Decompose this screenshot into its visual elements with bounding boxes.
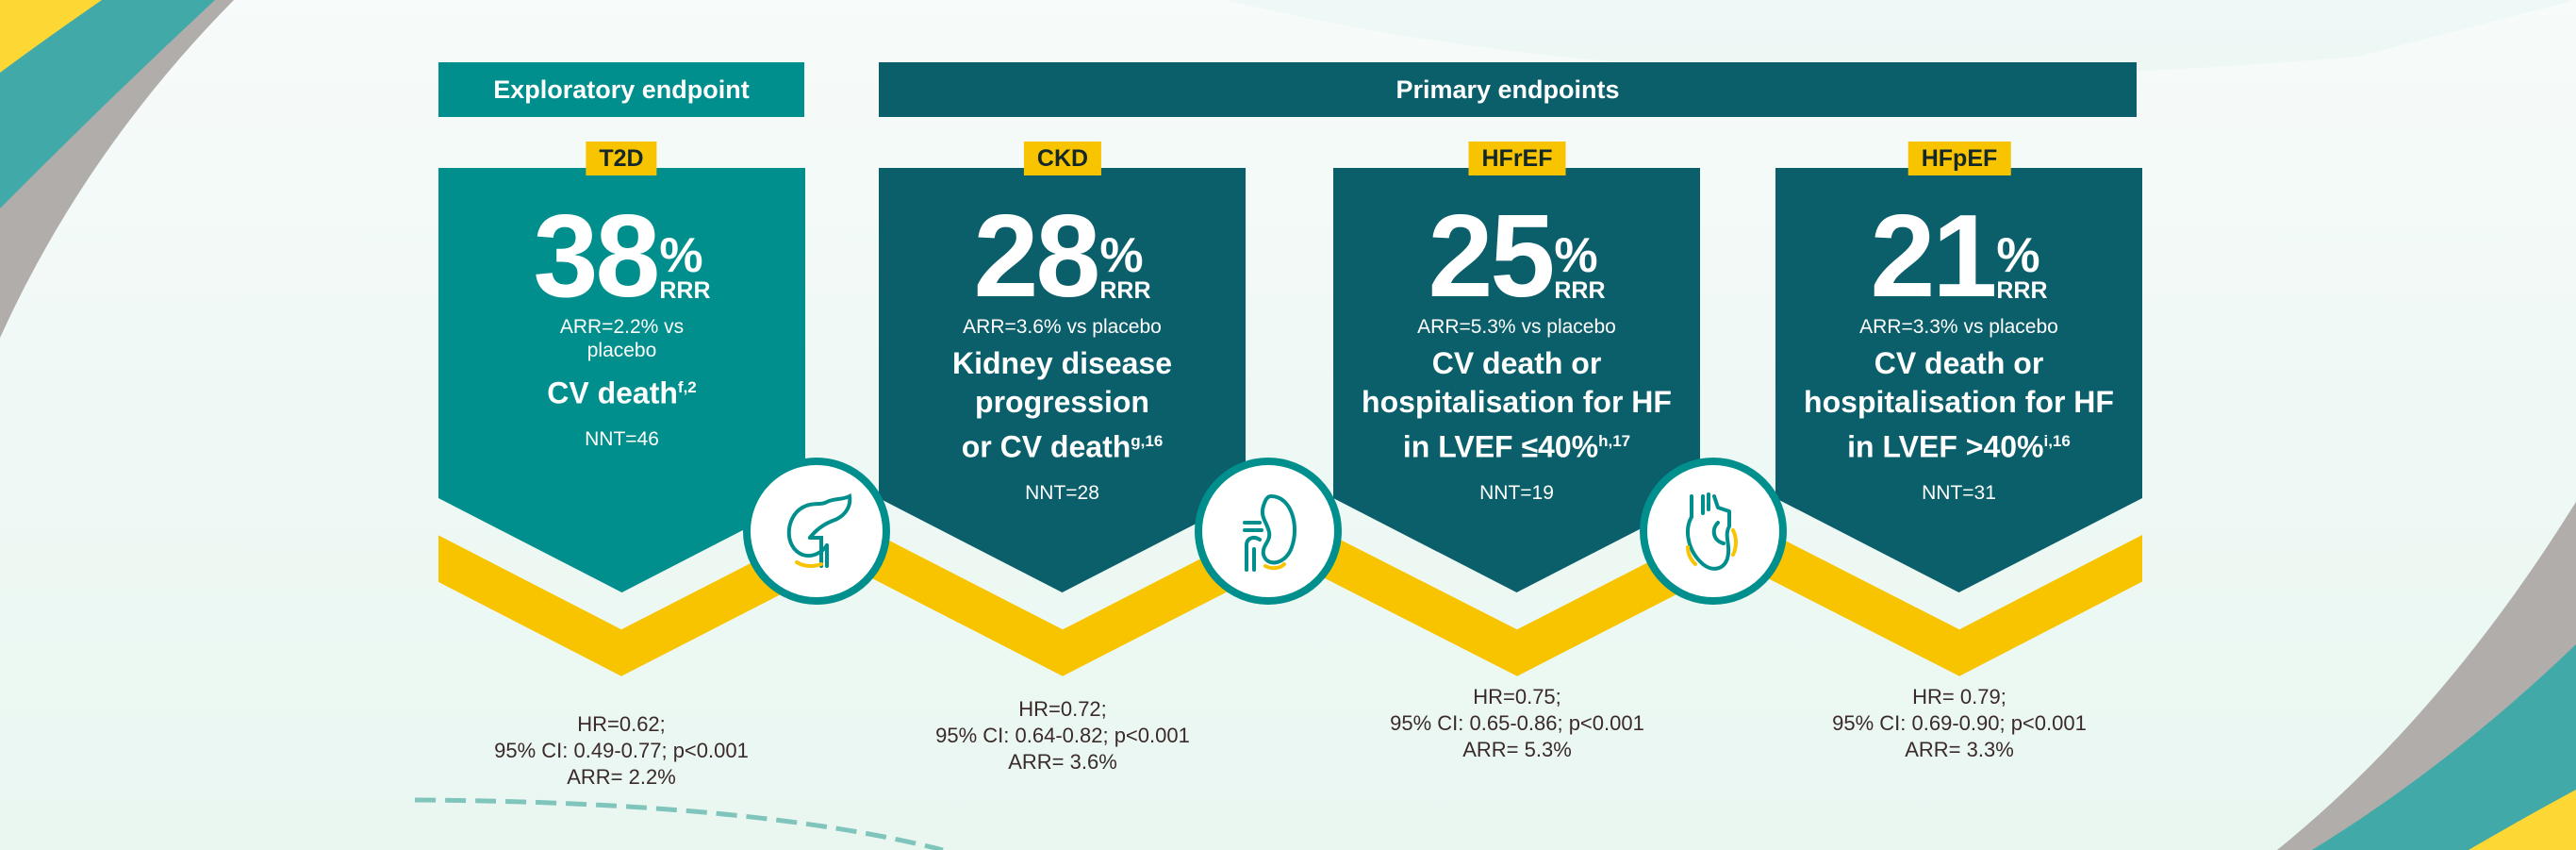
arr-text: ARR=3.6% vs placebo [963, 316, 1162, 338]
rrr-number: 38 [533, 192, 660, 322]
tag-hfpef: HFpEF [1907, 142, 2011, 175]
stats-ckd: HR=0.72; 95% CI: 0.64-0.82; p<0.001 ARR= 3… [935, 697, 1190, 774]
rrr-value: 28 % RRR [973, 192, 1151, 322]
endpoint-title: CV death or hospitalisation for HF in LVEF… [1804, 346, 2114, 464]
stats-hfpef: HR= 0.79; 95% CI: 0.69-0.90; p<0.001 ARR= … [1832, 685, 2087, 761]
endpoint-title: Kidney disease progression or CV deathg,16 [952, 346, 1172, 464]
arr-text: ARR=2.2% vs placebo [559, 316, 685, 361]
tag-hfref: HFrEF [1468, 142, 1566, 175]
card-hfpef: 21 % RRR ARR=3.3% vs placebo CV death or h… [1775, 168, 2142, 592]
stats-t2d: HR=0.62; 95% CI: 0.49-0.77; p<0.001 ARR= 2… [494, 712, 749, 789]
rrr-number: 28 [973, 192, 1100, 322]
pancreas-icon-circle [743, 458, 890, 605]
rrr-label: RRR [1996, 277, 2048, 304]
kidney-icon [1243, 493, 1296, 572]
stats-hfref: HR=0.75; 95% CI: 0.65-0.86; p<0.001 ARR= 5… [1390, 685, 1644, 761]
rrr-label: RRR [1099, 277, 1151, 304]
kidney-icon-circle [1195, 458, 1342, 605]
nnt-value: NNT=46 [585, 427, 659, 450]
arr-text: ARR=3.3% vs placebo [1859, 316, 2058, 338]
percent-sign: % [659, 228, 703, 283]
percent-sign: % [1554, 228, 1598, 283]
card-hfref: 25 % RRR ARR=5.3% vs placebo CV death or h… [1333, 168, 1700, 592]
tag-t2d: T2D [586, 142, 657, 175]
primary-endpoints-header: Primary endpoints [879, 62, 2137, 117]
card-ckd: 28 % RRR ARR=3.6% vs placebo Kidney disea… [879, 168, 1246, 592]
heart-icon [1686, 492, 1738, 571]
percent-sign: % [1996, 228, 2040, 283]
rrr-value: 25 % RRR [1428, 192, 1606, 322]
rrr-label: RRR [659, 277, 711, 304]
percent-sign: % [1099, 228, 1144, 283]
rrr-value: 38 % RRR [533, 192, 711, 322]
rrr-value: 21 % RRR [1870, 192, 2048, 322]
nnt-value: NNT=31 [1922, 481, 1996, 504]
exploratory-endpoint-header: Exploratory endpoint [438, 62, 804, 117]
rrr-number: 21 [1870, 192, 1997, 322]
endpoint-title: CV deathf,2 [547, 375, 697, 410]
tag-ckd: CKD [1023, 142, 1102, 175]
rrr-label: RRR [1554, 277, 1606, 304]
pancreas-icon [786, 493, 852, 568]
endpoint-title: CV death or hospitalisation for HF in LVEF… [1362, 346, 1672, 464]
heart-icon-circle [1640, 458, 1787, 605]
nnt-value: NNT=28 [1025, 481, 1099, 504]
nnt-value: NNT=19 [1479, 481, 1554, 504]
rrr-number: 25 [1428, 192, 1555, 322]
arr-text: ARR=5.3% vs placebo [1417, 316, 1616, 338]
